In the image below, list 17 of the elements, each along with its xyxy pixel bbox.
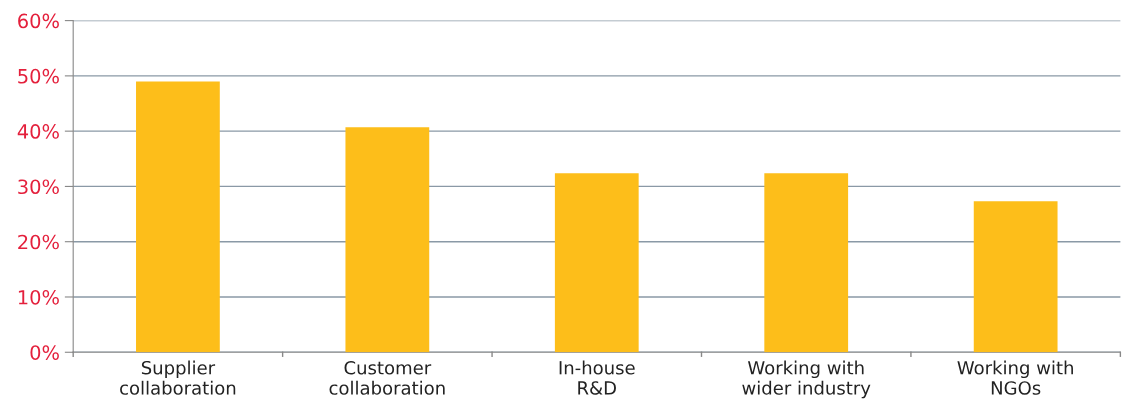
- y-tick-label: 40%: [17, 124, 59, 139]
- y-tick-label: 60%: [18, 13, 59, 29]
- x-tick-label: Customer collaboration: [329, 360, 445, 395]
- bar: [764, 173, 849, 353]
- bar: [973, 201, 1058, 353]
- bar: [345, 127, 430, 353]
- y-tick-label: 50%: [18, 68, 59, 84]
- x-tick-label: Working with NGOs: [957, 360, 1073, 395]
- bar: [136, 81, 220, 353]
- bar: [554, 173, 639, 353]
- y-tick-label: 0%: [30, 345, 59, 360]
- x-tick-label: In-house R&D: [559, 360, 635, 395]
- y-tick-label: 30%: [18, 179, 59, 195]
- y-tick-label: 10%: [18, 289, 59, 305]
- y-tick-label: 20%: [18, 234, 59, 250]
- x-tick-label: Working with wider industry: [742, 360, 871, 399]
- x-tick-label: Supplier collaboration: [120, 360, 236, 395]
